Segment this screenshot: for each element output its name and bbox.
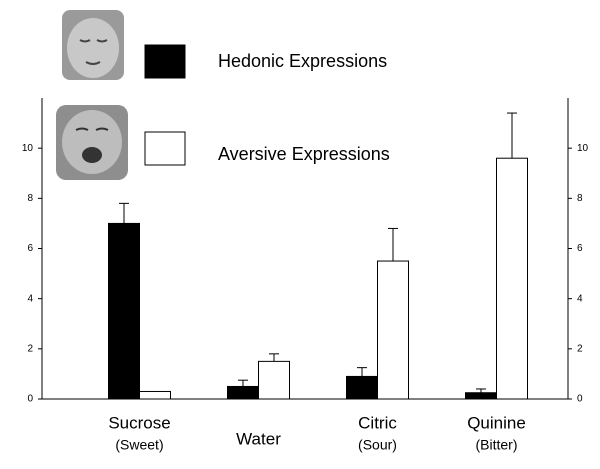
bar xyxy=(259,361,290,399)
x-tick-label: Quinine xyxy=(467,413,526,432)
x-tick-sublabel: (Sour) xyxy=(358,437,397,453)
y2-tick-label: 6 xyxy=(577,243,583,254)
face-image-aversive xyxy=(56,105,128,180)
bar xyxy=(109,223,140,399)
y-tick-label: 0 xyxy=(27,394,33,405)
legend-label: Aversive Expressions xyxy=(218,144,390,164)
x-tick-label: Citric xyxy=(358,413,397,432)
error-bar xyxy=(357,368,367,377)
error-bar xyxy=(269,354,279,362)
bar xyxy=(497,158,528,399)
bar xyxy=(347,376,378,399)
y2-tick-label: 10 xyxy=(577,143,589,154)
legend-label: Hedonic Expressions xyxy=(218,51,387,71)
x-tick-sublabel: (Bitter) xyxy=(476,437,518,453)
legend-swatch xyxy=(145,132,185,165)
y-tick-label: 8 xyxy=(27,193,33,204)
error-bar xyxy=(507,113,517,158)
face-image-hedonic xyxy=(62,10,124,80)
x-tick-label: Water xyxy=(236,429,281,448)
y-tick-label: 10 xyxy=(22,143,34,154)
y-tick-label: 4 xyxy=(27,293,33,304)
y-tick-label: 2 xyxy=(27,343,33,354)
bar xyxy=(140,391,171,399)
bar xyxy=(466,393,497,399)
y2-tick-label: 4 xyxy=(577,293,583,304)
legend-swatch xyxy=(145,45,185,78)
bar xyxy=(378,261,409,399)
x-tick-label: Sucrose xyxy=(108,413,170,432)
y-tick-label: 6 xyxy=(27,243,33,254)
x-tick-sublabel: (Sweet) xyxy=(115,437,163,453)
error-bar xyxy=(238,380,248,386)
error-bar xyxy=(119,203,129,223)
bar xyxy=(228,386,259,399)
y2-tick-label: 0 xyxy=(577,394,583,405)
chart: 0 2 4 6 8 10 0 2 4 6 8 10 Sucrose (Sweet) Water Citric (… xyxy=(0,0,600,469)
y2-tick-label: 8 xyxy=(577,193,583,204)
error-bar xyxy=(388,228,398,261)
error-bar xyxy=(476,389,486,393)
y2-tick-label: 2 xyxy=(577,343,583,354)
